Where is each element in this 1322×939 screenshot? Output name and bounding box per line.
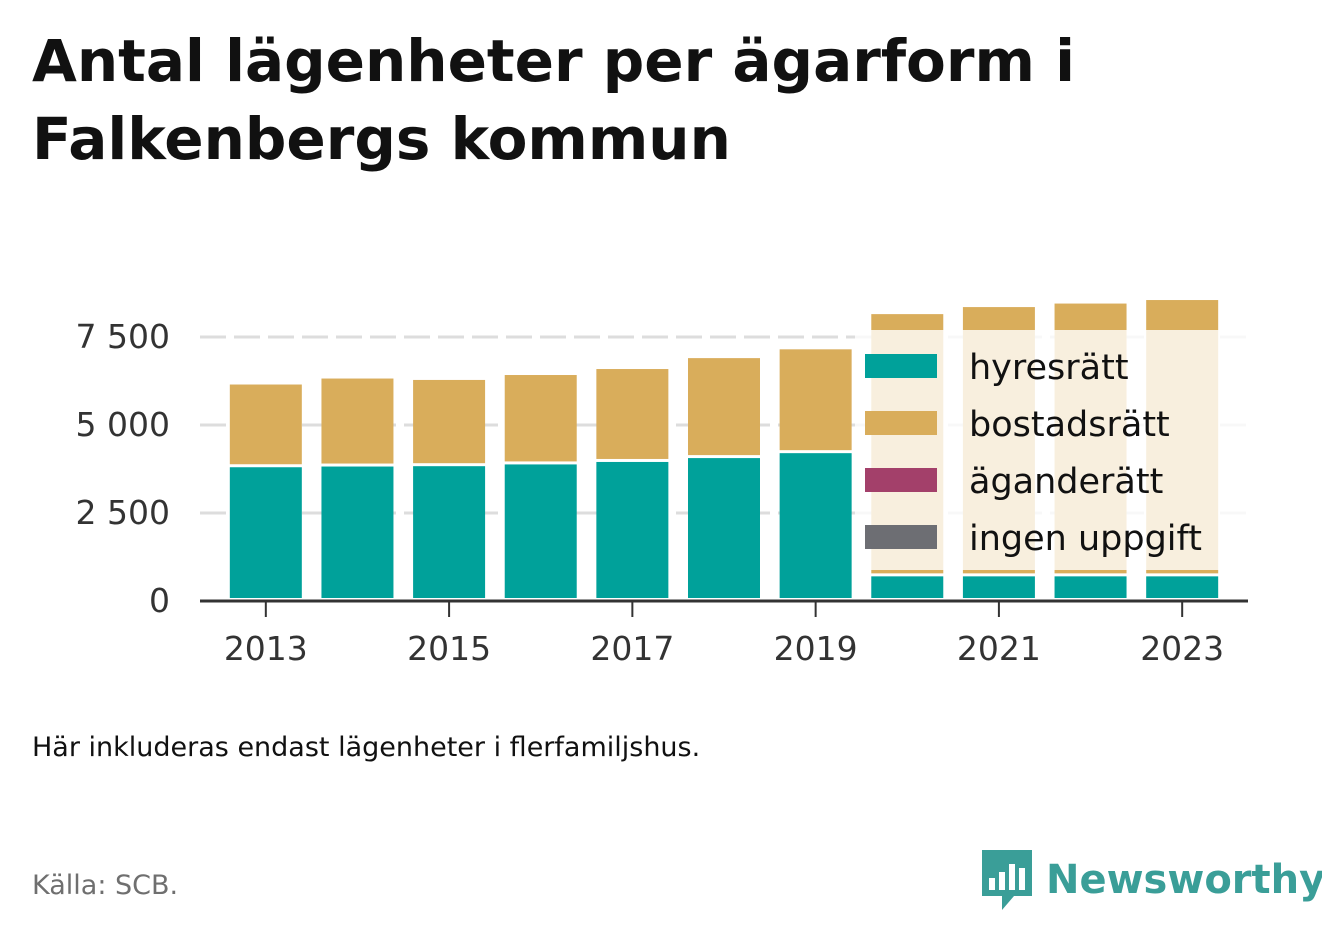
legend-label-bostadsratt: bostadsrätt	[969, 405, 1170, 445]
bar-2019-hyresratt	[779, 453, 852, 598]
bar-2014-hyresratt	[321, 466, 394, 598]
x-tick-label: 2021	[957, 629, 1041, 668]
x-tick-label: 2013	[224, 629, 308, 668]
bar-2015-bostadsratt	[413, 379, 486, 464]
chart-title: Antal lägenheter per ägarform i Falkenbe…	[32, 27, 1076, 173]
bar-2020-hyresratt	[871, 576, 944, 598]
bar-2015-hyresratt	[413, 466, 486, 598]
legend-swatch-aganderatt	[865, 468, 937, 492]
legend-swatch-bostadsratt	[865, 411, 937, 435]
axes: 0 2 500 5 000 7 500 2013 2015 2017 2019 2021 2023	[76, 317, 1248, 668]
bar-2014-bostadsratt	[321, 378, 394, 464]
legend-swatch-ingen_uppgift	[865, 525, 937, 549]
legend: hyresrätt bostadsrätt äganderätt ingen uppg…	[855, 330, 1250, 570]
y-tick-label: 2 500	[76, 493, 170, 532]
x-tick-label: 2015	[407, 629, 491, 668]
bar-2017-bostadsratt	[596, 369, 669, 459]
x-tick-label: 2019	[774, 629, 858, 668]
bar-2018-bostadsratt	[688, 358, 760, 456]
chart-note: Här inkluderas endast lägenheter i flerf…	[32, 732, 701, 763]
bar-2016-bostadsratt	[504, 375, 577, 462]
legend-label-ingen_uppgift: ingen uppgift	[969, 519, 1202, 559]
bar-2013-bostadsratt	[229, 384, 302, 465]
y-tick-label: 5 000	[76, 405, 170, 444]
brand-logo: Newsworthy	[980, 848, 1322, 912]
bar-2018-hyresratt	[688, 458, 760, 598]
bar-2017-hyresratt	[596, 461, 669, 598]
y-tick-label: 0	[149, 581, 170, 620]
bar-2016-hyresratt	[504, 464, 577, 598]
bar-2019-bostadsratt	[779, 349, 852, 451]
bar-2013-hyresratt	[229, 467, 302, 598]
legend-label-aganderatt: äganderätt	[969, 462, 1163, 502]
bar-2023-hyresratt	[1146, 576, 1219, 598]
bar-2021-hyresratt	[962, 576, 1035, 598]
newsworthy-logo-icon	[982, 850, 1032, 910]
legend-label-hyresratt: hyresrätt	[969, 348, 1129, 388]
legend-swatch-hyresratt	[865, 354, 937, 378]
source-text: Källa: SCB.	[32, 870, 179, 901]
bar-2022-hyresratt	[1054, 576, 1127, 598]
brand-name: Newsworthy	[1046, 857, 1322, 903]
x-tick-label: 2017	[590, 629, 674, 668]
y-tick-label: 7 500	[76, 317, 170, 356]
x-tick-label: 2023	[1140, 629, 1224, 668]
